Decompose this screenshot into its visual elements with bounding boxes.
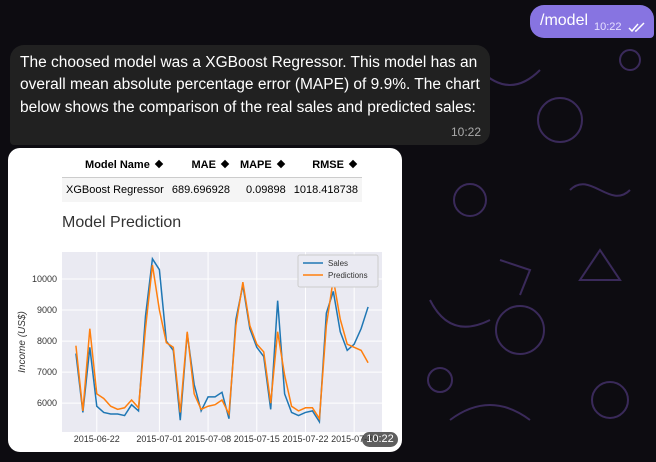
cell: 1018.418738	[289, 177, 362, 202]
column-header: Model Name	[62, 156, 168, 178]
y-axis-label: Income (US$)	[17, 311, 28, 373]
image-message[interactable]: Model Name MAE MAPE RMSE XGBoost Regress…	[8, 148, 402, 452]
y-tick-label: 8000	[37, 336, 57, 346]
chart-title: Model Prediction	[62, 214, 181, 231]
table-header: Model Name MAE MAPE RMSE	[62, 156, 362, 178]
y-tick-label: 10000	[32, 274, 57, 284]
legend-label: Sales	[328, 259, 348, 268]
x-tick-label: 2015-07-29	[331, 434, 377, 444]
column-header: MAE	[167, 156, 234, 178]
message-time: 10:22	[450, 125, 481, 139]
column-header: MAPE	[233, 156, 290, 178]
header-text: MAE	[191, 159, 216, 171]
message-text: The choosed model was a XGBoost Regresso…	[20, 54, 480, 116]
table-row: XGBoost Regressor 689.696928 0.09898 101…	[62, 177, 362, 202]
header-text: RMSE	[312, 159, 344, 171]
series-line	[75, 264, 369, 421]
cell: XGBoost Regressor	[62, 177, 168, 202]
x-tick-label: 2015-07-15	[234, 434, 280, 444]
x-tick-label: 2015-07-08	[185, 434, 231, 444]
message-time: 10:22	[594, 21, 622, 33]
x-tick-label: 2015-07-22	[282, 434, 328, 444]
column-header: RMSE	[289, 156, 362, 178]
cell: 689.696928	[167, 177, 234, 202]
legend-label: Predictions	[328, 271, 368, 280]
series-line	[75, 256, 369, 425]
x-tick-label: 2015-07-01	[136, 434, 182, 444]
y-tick-label: 6000	[37, 398, 57, 408]
outgoing-message[interactable]: /model 10:22	[530, 5, 654, 38]
message-text: /model	[540, 12, 589, 29]
chart: Model Prediction Income (US$) 6000 7000 80…	[17, 214, 382, 444]
message-time: 10:22	[362, 432, 398, 447]
y-tick-label: 7000	[37, 367, 57, 377]
header-text: Model Name	[85, 159, 150, 171]
y-tick-label: 9000	[37, 305, 57, 315]
header-text: MAPE	[239, 159, 272, 171]
cell: 0.09898	[233, 177, 290, 202]
metrics-table: Model Name MAE MAPE RMSE XGBoost Regress…	[62, 156, 362, 202]
incoming-message[interactable]: The choosed model was a XGBoost Regresso…	[10, 45, 490, 145]
read-checks	[628, 22, 645, 33]
x-tick-label: 2015-06-22	[74, 434, 120, 444]
